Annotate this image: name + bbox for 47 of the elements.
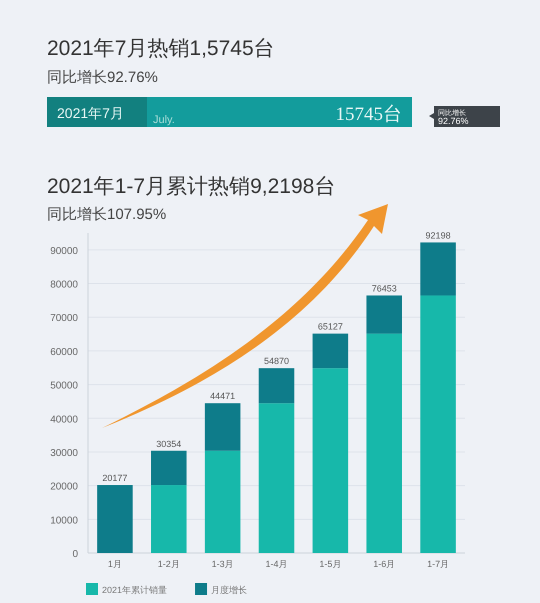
x-tick-label: 1月 [108,559,122,569]
bar [204,403,240,451]
legend-label: 2021年累计销量 [102,585,168,595]
text: 同比增长92.76% [47,69,158,86]
chart-title: 2021年1-7月累计热销9,2198台 [47,175,336,198]
total-label: 92198 [426,230,451,240]
x-tick-label: 1-3月 [212,559,234,569]
bar [151,485,187,553]
y-tick-label: 30000 [50,448,78,459]
bar [97,485,133,553]
bar [258,403,294,553]
text: 15745台 [336,104,402,125]
x-tick-label: 1-4月 [265,559,288,569]
total-label: 54870 [264,356,290,366]
y-tick-label: 10000 [50,515,78,526]
text: 2021年7月 [57,105,124,121]
bar [204,450,240,553]
bar [420,295,456,553]
x-tick-label: 1-2月 [158,559,180,569]
y-tick-label: 80000 [50,280,78,291]
y-tick-label: 90000 [50,246,78,257]
text: 2021年7月热销1,5745台 [47,37,275,60]
x-tick-label: 1-7月 [427,559,450,569]
bar [366,334,402,553]
total-label: 65127 [318,322,343,332]
total-label: 44471 [210,391,236,402]
y-tick-label: 60000 [50,346,78,358]
y-tick-label: 50000 [50,380,78,392]
y-tick-label: 20000 [50,482,78,493]
x-tick-label: 1-5月 [319,559,342,569]
total-label: 20177 [102,473,128,484]
total-label: 30354 [156,438,182,449]
bar [366,295,402,334]
bar [151,450,187,486]
y-tick-label: 70000 [50,313,78,324]
bar [258,368,294,404]
y-tick-label: 0 [72,549,78,560]
text: 92.76% [438,116,469,126]
legend-label: 月度增长 [211,585,248,595]
y-tick-label: 40000 [50,414,78,426]
bar [312,334,348,368]
text: July. [153,114,175,126]
total-label: 76453 [372,283,397,294]
bar [312,368,348,553]
x-tick-label: 1-6月 [373,559,396,569]
bar [420,242,456,296]
chart-subtitle: 同比增长107.95% [47,206,166,223]
